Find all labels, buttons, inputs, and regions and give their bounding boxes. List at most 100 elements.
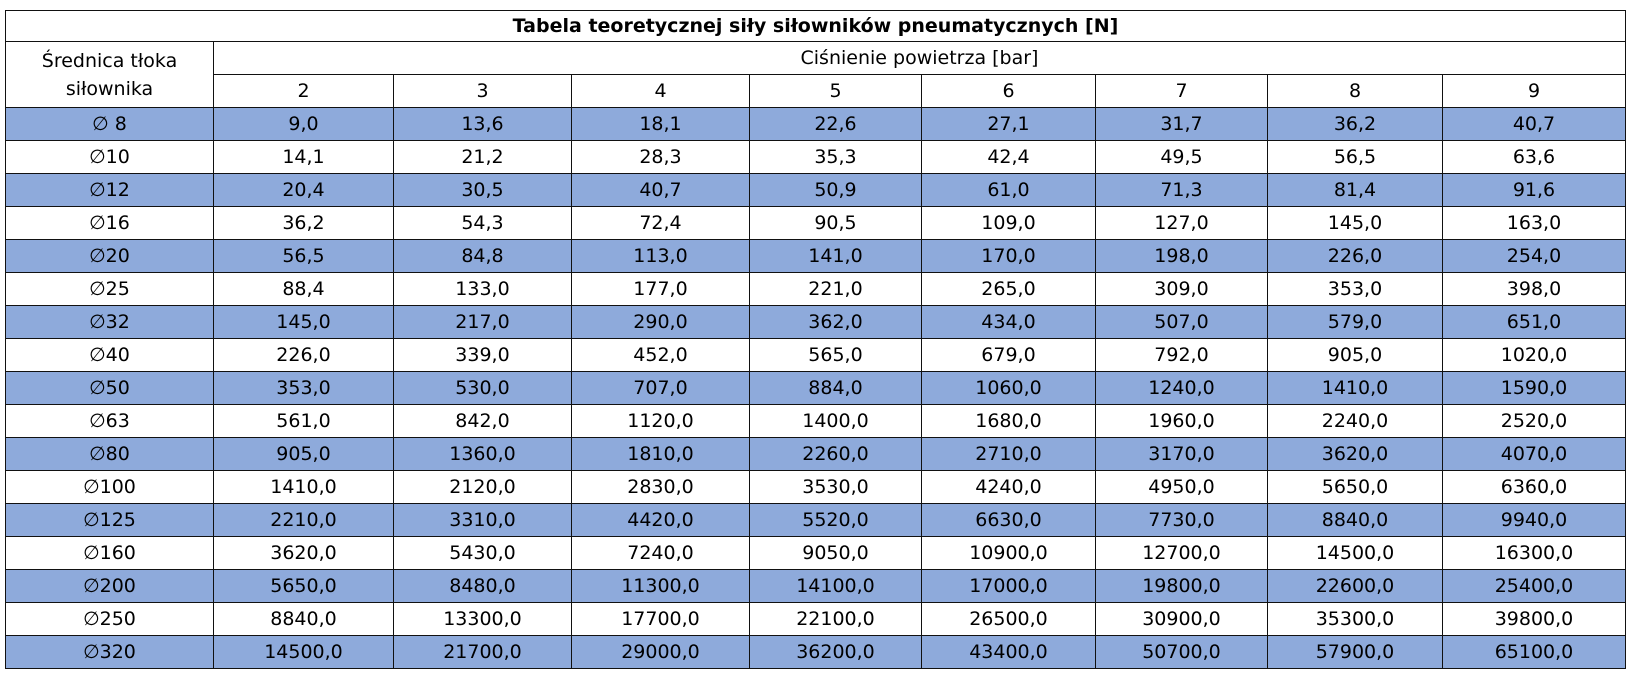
force-cell: 679,0	[921, 338, 1096, 372]
force-cell: 842,0	[393, 404, 572, 438]
force-cell: 339,0	[393, 338, 572, 372]
force-cell: 88,4	[213, 272, 394, 306]
diameter-cell: ∅80	[5, 437, 214, 471]
data-row: ∅200 5650,0 8480,0 11300,0 14100,0 17000,0 198…	[5, 569, 1626, 603]
force-cell: 10900,0	[921, 536, 1096, 570]
force-cell: 265,0	[921, 272, 1096, 306]
force-cell: 792,0	[1095, 338, 1268, 372]
column-header: 2	[213, 74, 394, 108]
column-header: 8	[1267, 74, 1443, 108]
force-cell: 561,0	[213, 404, 394, 438]
force-cell: 17000,0	[921, 569, 1096, 603]
force-cell: 22,6	[749, 107, 922, 141]
force-cell: 2210,0	[213, 503, 394, 537]
data-row: ∅40 226,0 339,0 452,0 565,0 679,0 792,0 905,0 10…	[5, 338, 1626, 372]
force-cell: 56,5	[213, 239, 394, 273]
force-cell: 362,0	[749, 305, 922, 339]
force-cell: 30,5	[393, 173, 572, 207]
force-cell: 50700,0	[1095, 635, 1268, 669]
force-cell: 170,0	[921, 239, 1096, 273]
force-cell: 8840,0	[1267, 503, 1443, 537]
column-header: 5	[749, 74, 922, 108]
force-cell: 4950,0	[1095, 470, 1268, 504]
force-cell: 2830,0	[571, 470, 750, 504]
force-cell: 6630,0	[921, 503, 1096, 537]
data-row: ∅25 88,4 133,0 177,0 221,0 265,0 309,0 353,0 398…	[5, 272, 1626, 306]
column-group: Ciśnienie powietrza [bar]	[213, 41, 1626, 75]
diameter-cell: ∅320	[5, 635, 214, 669]
force-cell: 84,8	[393, 239, 572, 273]
force-cell: 2710,0	[921, 437, 1096, 471]
force-cell: 11300,0	[571, 569, 750, 603]
force-cell: 530,0	[393, 371, 572, 405]
force-cell: 26500,0	[921, 602, 1096, 636]
force-cell: 905,0	[213, 437, 394, 471]
force-cell: 1410,0	[1267, 371, 1443, 405]
force-cell: 905,0	[1267, 338, 1443, 372]
force-cell: 65100,0	[1442, 635, 1626, 669]
force-cell: 5650,0	[1267, 470, 1443, 504]
force-cell: 54,3	[393, 206, 572, 240]
diameter-cell: ∅40	[5, 338, 214, 372]
force-cell: 3620,0	[1267, 437, 1443, 471]
diameter-cell: ∅200	[5, 569, 214, 603]
force-cell: 2520,0	[1442, 404, 1626, 438]
force-cell: 31,7	[1095, 107, 1268, 141]
diameter-cell: ∅50	[5, 371, 214, 405]
force-cell: 127,0	[1095, 206, 1268, 240]
force-cell: 21,2	[393, 140, 572, 174]
force-cell: 290,0	[571, 305, 750, 339]
diameter-cell: ∅25	[5, 272, 214, 306]
force-cell: 3310,0	[393, 503, 572, 537]
force-cell: 177,0	[571, 272, 750, 306]
force-cell: 91,6	[1442, 173, 1626, 207]
force-cell: 707,0	[571, 371, 750, 405]
data-row: ∅160 3620,0 5430,0 7240,0 9050,0 10900,0 12700…	[5, 536, 1626, 570]
force-cell: 1360,0	[393, 437, 572, 471]
diameter-cell: ∅16	[5, 206, 214, 240]
diameter-cell: ∅100	[5, 470, 214, 504]
force-cell: 1020,0	[1442, 338, 1626, 372]
force-cell: 1680,0	[921, 404, 1096, 438]
column-header: 6	[921, 74, 1096, 108]
force-cell: 217,0	[393, 305, 572, 339]
diameter-cell: ∅32	[5, 305, 214, 339]
data-row: ∅20 56,5 84,8 113,0 141,0 170,0 198,0 226,0 254,…	[5, 239, 1626, 273]
force-cell: 5430,0	[393, 536, 572, 570]
force-cell: 1400,0	[749, 404, 922, 438]
force-cell: 20,4	[213, 173, 394, 207]
force-cell: 226,0	[1267, 239, 1443, 273]
force-cell: 3530,0	[749, 470, 922, 504]
diameter-cell: ∅10	[5, 140, 214, 174]
diameter-cell: ∅63	[5, 404, 214, 438]
force-cell: 3620,0	[213, 536, 394, 570]
force-cell: 57900,0	[1267, 635, 1443, 669]
force-cell: 1120,0	[571, 404, 750, 438]
force-cell: 4070,0	[1442, 437, 1626, 471]
force-cell: 141,0	[749, 239, 922, 273]
data-row: ∅32 145,0 217,0 290,0 362,0 434,0 507,0 579,0 65…	[5, 305, 1626, 339]
force-cell: 29000,0	[571, 635, 750, 669]
force-cell: 13300,0	[393, 602, 572, 636]
force-cell: 1410,0	[213, 470, 394, 504]
force-cell: 14,1	[213, 140, 394, 174]
force-cell: 5520,0	[749, 503, 922, 537]
diameter-cell: ∅125	[5, 503, 214, 537]
force-cell: 1590,0	[1442, 371, 1626, 405]
force-cell: 14500,0	[1267, 536, 1443, 570]
diameter-cell: ∅160	[5, 536, 214, 570]
data-row: ∅16 36,2 54,3 72,4 90,5 109,0 127,0 145,0 163,0	[5, 206, 1626, 240]
force-cell: 36,2	[213, 206, 394, 240]
column-header: 3	[393, 74, 572, 108]
force-cell: 81,4	[1267, 173, 1443, 207]
force-cell: 145,0	[1267, 206, 1443, 240]
force-cell: 163,0	[1442, 206, 1626, 240]
force-cell: 353,0	[213, 371, 394, 405]
force-cell: 884,0	[749, 371, 922, 405]
data-row: ∅10 14,1 21,2 28,3 35,3 42,4 49,5 56,5 63,6	[5, 140, 1626, 174]
force-cell: 2260,0	[749, 437, 922, 471]
force-cell: 198,0	[1095, 239, 1268, 273]
force-cell: 113,0	[571, 239, 750, 273]
